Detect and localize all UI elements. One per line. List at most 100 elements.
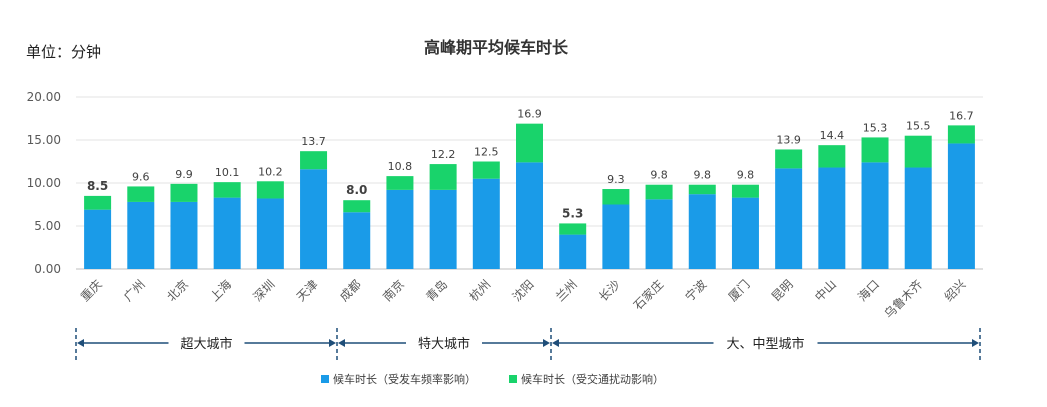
legend-swatch: [509, 375, 517, 383]
data-label: 9.8: [650, 169, 668, 182]
x-tick-label: 厦门: [725, 277, 753, 305]
bar-frequency: [731, 197, 759, 269]
bar-frequency: [256, 198, 284, 269]
bar-frequency: [818, 167, 846, 269]
x-tick-label: 天津: [294, 277, 321, 304]
arrow-head: [552, 339, 559, 347]
arrow-head: [972, 339, 979, 347]
legend-entry: 候车时长（受交通扰动影响）: [521, 372, 664, 386]
unit-label: 单位：分钟: [26, 43, 101, 61]
bar-frequency: [688, 194, 716, 269]
arrow-head: [338, 339, 345, 347]
bar-disturbance: [688, 184, 716, 195]
bar-disturbance: [213, 182, 241, 198]
bar-disturbance: [559, 223, 587, 235]
bar-frequency: [904, 167, 932, 269]
group-label: 超大城市: [180, 336, 232, 352]
bar-frequency: [300, 169, 328, 269]
bar-disturbance: [429, 164, 457, 190]
x-tick-label: 杭州: [466, 277, 494, 305]
data-label: 9.8: [694, 169, 712, 182]
bar-disturbance: [386, 176, 414, 190]
legend: 候车时长（受发车频率影响） 候车时长（受交通扰动影响）: [321, 372, 664, 386]
bar-frequency: [386, 189, 414, 269]
x-tick-label: 中山: [811, 277, 839, 305]
bar-frequency: [127, 201, 155, 269]
bar-disturbance: [947, 125, 975, 144]
bar-frequency: [947, 143, 975, 269]
bar-frequency: [429, 189, 457, 269]
y-tick-label: 15.00: [27, 133, 61, 147]
bar-frequency: [602, 204, 630, 269]
bar-disturbance: [602, 189, 630, 205]
x-tick-label: 宁波: [682, 277, 710, 305]
bar-disturbance: [731, 184, 759, 198]
x-tick-label: 广州: [121, 277, 148, 304]
x-tick-label: 海口: [855, 277, 883, 305]
legend-swatch: [321, 375, 329, 383]
chart-title: 高峰期平均候车时长: [424, 38, 569, 57]
x-tick-label: 石家庄: [630, 277, 666, 313]
x-tick-label: 北京: [164, 277, 191, 304]
bar-disturbance: [256, 181, 284, 199]
data-label: 15.5: [906, 120, 931, 133]
y-tick-label: 0.00: [34, 262, 61, 276]
x-tick-label: 绍兴: [942, 277, 969, 304]
bar-disturbance: [84, 195, 112, 210]
data-label: 15.3: [863, 121, 888, 134]
data-label: 13.7: [301, 135, 326, 148]
bar-frequency: [472, 178, 500, 269]
data-label: 14.4: [820, 129, 845, 142]
data-label: 12.2: [431, 148, 456, 161]
data-label: 16.7: [949, 109, 974, 122]
data-label: 12.5: [474, 146, 499, 159]
x-tick-label: 乌鲁木齐: [881, 277, 926, 322]
x-tick-label: 长沙: [596, 277, 623, 304]
y-tick-label: 20.00: [27, 90, 61, 104]
legend-entry: 候车时长（受发车频率影响）: [333, 372, 476, 386]
data-label: 5.3: [562, 206, 583, 220]
city-group-brackets: 超大城市 特大城市 大、中型城市: [75, 328, 981, 360]
bar-disturbance: [645, 184, 673, 200]
data-label: 8.5: [87, 179, 108, 193]
bar-disturbance: [472, 161, 500, 179]
data-label: 10.1: [215, 166, 240, 179]
group-label: 大、中型城市: [726, 336, 804, 352]
data-label: 9.6: [132, 170, 150, 183]
bar-disturbance: [127, 186, 155, 202]
x-tick-label: 昆明: [769, 277, 796, 304]
bar-frequency: [516, 162, 543, 269]
x-tick-label: 重庆: [78, 277, 105, 304]
bar-frequency: [775, 168, 803, 269]
arrow-head: [329, 339, 336, 347]
x-tick-label: 成都: [337, 277, 364, 304]
bar-disturbance: [818, 145, 846, 168]
x-tick-label: 南京: [379, 277, 407, 305]
labels-layer: 8.5 9.6 9.9 10.1 10.2 13.7 8.0 10.8 12.2 12.5 16.9…: [87, 108, 974, 221]
data-label: 9.8: [737, 169, 755, 182]
data-label: 10.2: [258, 165, 283, 178]
x-tick-label: 上海: [207, 277, 235, 305]
bar-disturbance: [516, 123, 543, 163]
data-label: 13.9: [776, 133, 801, 146]
x-tick-label: 沈阳: [509, 277, 537, 305]
arrow-head: [543, 339, 550, 347]
bar-frequency: [559, 234, 587, 269]
data-label: 9.9: [175, 168, 193, 181]
data-label: 8.0: [346, 183, 367, 197]
bar-frequency: [170, 201, 198, 269]
data-label: 16.9: [517, 108, 542, 121]
bar-disturbance: [343, 200, 371, 213]
bar-frequency: [84, 209, 112, 269]
bars-layer: [84, 123, 975, 269]
y-tick-label: 5.00: [34, 219, 61, 233]
bar-disturbance: [170, 183, 198, 202]
bar-disturbance: [904, 135, 932, 168]
x-tick-label: 兰州: [553, 277, 580, 304]
data-label: 9.3: [607, 173, 625, 186]
x-tick-label: 深圳: [251, 277, 278, 304]
arrow-head: [77, 339, 84, 347]
bar-frequency: [861, 162, 889, 269]
